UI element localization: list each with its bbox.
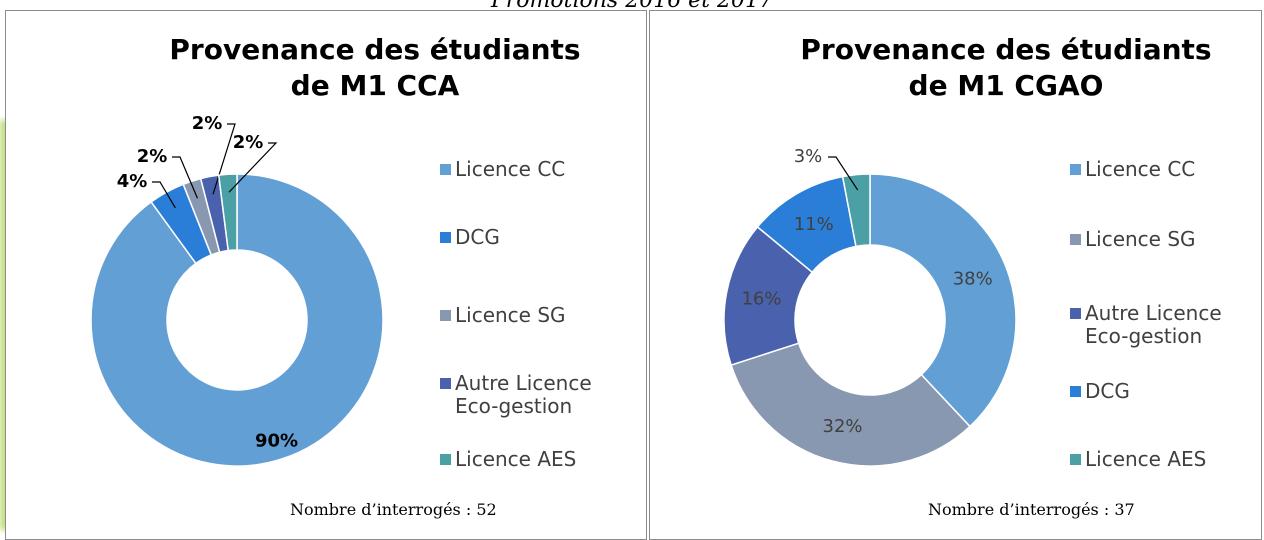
header: Promotions 2016 et 2017: [490, 0, 774, 13]
data-label: 32%: [823, 416, 863, 437]
data-label: 3%: [794, 146, 823, 167]
legend-swatch: [440, 164, 451, 175]
donut-slice: [90, 173, 384, 467]
data-label: 2%: [137, 146, 168, 167]
donut-slice: [841, 173, 871, 248]
data-label: 2%: [192, 113, 223, 134]
data-label: 11%: [794, 214, 834, 235]
legend-swatch: [1070, 234, 1081, 245]
legend-label: Licence SG: [1085, 227, 1196, 251]
legend-label: Licence SG: [455, 303, 566, 327]
legend-label: Licence AES: [1085, 447, 1207, 471]
chart-title: Provenance des étudiants de M1 CCA: [169, 33, 581, 102]
legend-item: Licence CC: [440, 158, 625, 181]
legend-item: DCG: [1070, 380, 1255, 403]
legend: Licence CC DCG Licence SG Autre Licence Eco…: [440, 158, 630, 478]
legend-swatch: [440, 310, 451, 321]
legend-swatch: [440, 378, 451, 389]
donut-slice: [730, 342, 972, 467]
donut-slice: [217, 173, 238, 252]
legend: Licence CC Licence SG Autre Licence Eco-ge…: [1070, 158, 1260, 478]
legend-item: Autre Licence Eco-gestion: [1070, 302, 1255, 348]
leader-line: [228, 142, 278, 193]
leader-line: [828, 156, 859, 191]
legend-swatch: [440, 454, 451, 465]
data-label: 2%: [233, 132, 264, 153]
leader-line: [172, 156, 198, 199]
data-label: 16%: [741, 288, 781, 309]
legend-swatch: [440, 232, 451, 243]
legend-label: Licence CC: [1085, 157, 1196, 181]
legend-swatch: [1070, 386, 1081, 397]
legend-item: DCG: [440, 226, 625, 249]
legend-label: Licence AES: [455, 447, 577, 471]
legend-item: Autre Licence Eco-gestion: [440, 372, 625, 418]
legend-label: DCG: [1085, 379, 1130, 403]
legend-item: Licence AES: [440, 448, 625, 471]
legend-label: Autre Licence Eco-gestion: [455, 371, 592, 418]
legend-label: Licence CC: [455, 157, 566, 181]
legend-label: Autre Licence Eco-gestion: [1085, 301, 1222, 348]
legend-item: Licence SG: [1070, 228, 1255, 251]
legend-swatch: [1070, 308, 1081, 319]
legend-item: Licence SG: [440, 304, 625, 327]
legend-swatch: [1070, 164, 1081, 175]
note: Nombre d’interrogés : 37: [928, 500, 1135, 519]
data-label: 90%: [255, 431, 298, 452]
leader-line: [212, 123, 236, 195]
leader-line: [152, 181, 176, 209]
legend-item: Licence CC: [1070, 158, 1255, 181]
note: Nombre d’interrogés : 52: [290, 500, 497, 519]
legend-item: Licence AES: [1070, 448, 1255, 471]
data-label: 38%: [953, 268, 993, 289]
legend-swatch: [1070, 454, 1081, 465]
legend-label: DCG: [455, 225, 500, 249]
data-label: 4%: [117, 171, 148, 192]
chart-title: Provenance des étudiants de M1 CGAO: [800, 33, 1212, 102]
donut-slice: [869, 173, 1017, 428]
